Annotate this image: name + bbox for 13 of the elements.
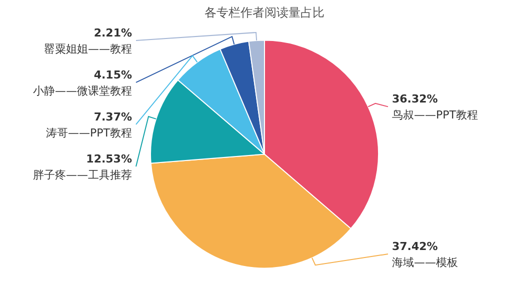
data-label: 37.42% (392, 240, 438, 253)
data-label: 12.53% (86, 152, 132, 166)
chart-title: 各专栏作者阅读量占比 (204, 5, 324, 20)
slice-label: 胖子疼——工具推荐 (33, 168, 132, 182)
data-label: 7.37% (94, 110, 132, 124)
data-label: 2.21% (94, 26, 132, 40)
slice-label: 海域——模板 (392, 256, 458, 269)
data-label: 4.15% (94, 68, 132, 82)
slice-label: 小静——微课堂教程 (33, 84, 132, 98)
slice-label: 罂粟姐姐——教程 (44, 42, 132, 56)
data-label: 36.32% (392, 92, 438, 106)
slice-label: 涛哥——PPT教程 (46, 126, 132, 140)
slice-label: 鸟叔——PPT教程 (392, 108, 478, 122)
